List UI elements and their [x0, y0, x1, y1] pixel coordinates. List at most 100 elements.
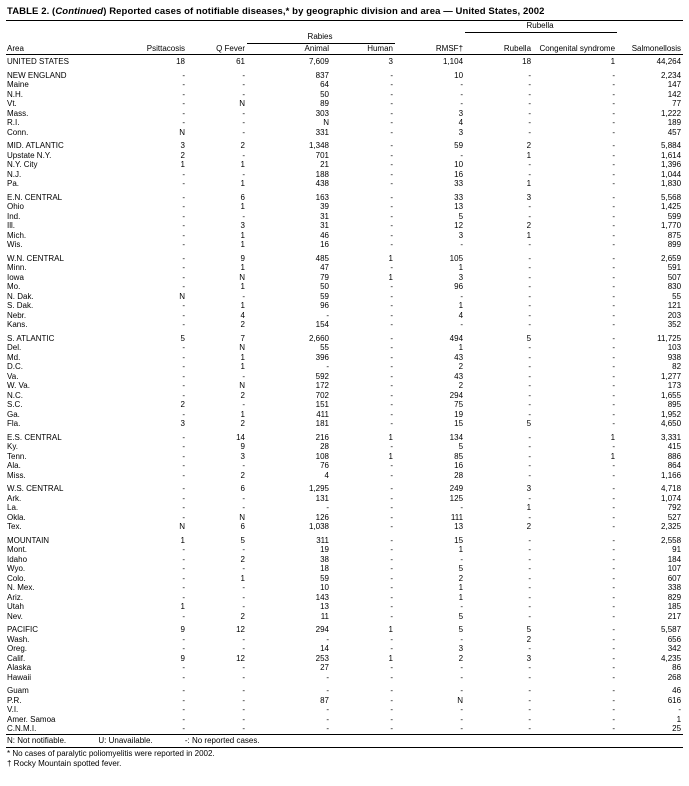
- area-cell: R.I.: [7, 118, 20, 127]
- value-cell: -: [390, 663, 393, 672]
- value-cell: -: [528, 461, 532, 470]
- value-cell: -: [612, 343, 616, 352]
- column-header-rmsf: RMSF†: [395, 43, 466, 55]
- value-cell: -: [460, 80, 464, 89]
- value-cell: -: [390, 99, 393, 108]
- value-cell: 64: [320, 80, 329, 89]
- value-cell: 5,587: [661, 625, 682, 634]
- value-cell: -: [390, 169, 393, 179]
- value-cell: 2: [180, 150, 185, 160]
- table-row: Ind. - - 31 - 5 - - 599: [6, 212, 683, 222]
- area-cell: E.N. CENTRAL: [7, 192, 63, 202]
- value-cell: 1,074: [661, 493, 682, 503]
- column-header-rabies-human: Human: [331, 43, 395, 55]
- value-cell: 6: [240, 522, 245, 531]
- value-cell: -: [182, 545, 185, 554]
- area-cell: Utah: [7, 602, 24, 611]
- value-cell: 9: [180, 653, 185, 663]
- value-cell: -: [528, 352, 532, 362]
- value-cell: -: [182, 442, 185, 451]
- value-cell: N: [179, 127, 185, 137]
- area-cell: P.R.: [7, 695, 22, 705]
- area-cell: E.S. CENTRAL: [7, 432, 62, 442]
- value-cell: 591: [667, 263, 682, 272]
- value-cell: -: [182, 390, 185, 400]
- value-cell: -: [182, 310, 185, 320]
- value-cell: -: [242, 634, 245, 644]
- value-cell: 1,277: [661, 371, 682, 381]
- value-cell: 13: [454, 522, 464, 531]
- value-cell: 3: [526, 484, 532, 493]
- column-header-psittacosis: Psittacosis: [114, 43, 187, 55]
- table-row: La. - - - - - 1 - 792: [6, 503, 683, 513]
- value-cell: 1: [180, 535, 185, 545]
- table-row: N.C. - 2 702 - 294 - - 1,655: [6, 391, 683, 401]
- value-cell: -: [460, 320, 464, 329]
- value-cell: -: [528, 564, 532, 573]
- column-header-area: Area: [6, 43, 114, 55]
- column-header-q-fever: Q Fever: [187, 43, 247, 55]
- value-cell: 1: [240, 240, 245, 249]
- area-cell: Maine: [7, 80, 29, 89]
- area-cell: Colo.: [7, 573, 26, 583]
- value-cell: -: [612, 371, 616, 381]
- value-cell: -: [612, 127, 616, 137]
- value-cell: 1: [610, 451, 616, 461]
- value-cell: -: [390, 211, 393, 221]
- table-row: S. ATLANTIC 5 7 2,660 - 494 5 - 11,725: [6, 334, 683, 344]
- value-cell: -: [528, 301, 532, 310]
- notifiable-diseases-table: Rubella Rabies Congenital syndrome Area …: [6, 21, 684, 734]
- value-cell: -: [528, 409, 532, 419]
- table-row: Wis. - 1 16 - - - - 899: [6, 240, 683, 250]
- value-cell: 3: [458, 127, 464, 137]
- table-row: Colo. - 1 59 - 2 - - 607: [6, 574, 683, 584]
- value-cell: 792: [667, 503, 682, 512]
- value-cell: -: [182, 705, 185, 714]
- value-cell: 303: [315, 108, 329, 118]
- value-cell: -: [528, 127, 532, 137]
- value-cell: 3: [458, 108, 464, 118]
- value-cell: -: [612, 141, 616, 150]
- area-cell: Del.: [7, 343, 22, 352]
- value-cell: 6: [240, 484, 245, 493]
- value-cell: 15: [454, 419, 464, 428]
- value-cell: -: [182, 202, 185, 211]
- value-cell: -: [390, 202, 393, 211]
- value-cell: -: [528, 89, 532, 99]
- value-cell: -: [528, 291, 532, 301]
- value-cell: 5: [458, 211, 464, 221]
- value-cell: 3: [458, 644, 464, 653]
- area-cell: Tenn.: [7, 451, 27, 461]
- value-cell: N: [239, 343, 245, 352]
- value-cell: 895: [667, 400, 682, 409]
- value-cell: -: [390, 522, 393, 531]
- value-cell: 4: [458, 118, 464, 127]
- value-cell: -: [182, 230, 185, 240]
- value-cell: -: [390, 400, 393, 409]
- column-header-rabies-animal: Animal: [247, 43, 331, 55]
- area-cell: Ga.: [7, 409, 20, 419]
- value-cell: 13: [454, 202, 464, 211]
- value-cell: 2,558: [661, 535, 682, 545]
- value-cell: 1: [458, 583, 464, 592]
- value-cell: 830: [667, 282, 682, 291]
- area-cell: Hawaii: [7, 672, 32, 682]
- column-header-salmonellosis: Salmonellosis: [617, 43, 684, 55]
- value-cell: -: [528, 512, 532, 522]
- table-row: Kans. - 2 154 - - - - 352: [6, 320, 683, 330]
- value-cell: -: [390, 390, 393, 400]
- value-cell: -: [390, 108, 393, 118]
- value-cell: -: [612, 320, 616, 329]
- value-cell: -: [612, 192, 616, 202]
- area-cell: Okla.: [7, 512, 26, 522]
- value-cell: -: [612, 592, 616, 602]
- value-cell: 79: [320, 272, 329, 282]
- value-cell: 1: [388, 272, 393, 282]
- value-cell: 86: [672, 663, 682, 672]
- value-cell: -: [182, 663, 185, 672]
- rubella-group-header-row: Rubella: [6, 21, 683, 33]
- value-cell: -: [528, 310, 532, 320]
- value-cell: -: [390, 160, 393, 169]
- value-cell: 2: [240, 141, 245, 150]
- value-cell: 3: [180, 419, 185, 428]
